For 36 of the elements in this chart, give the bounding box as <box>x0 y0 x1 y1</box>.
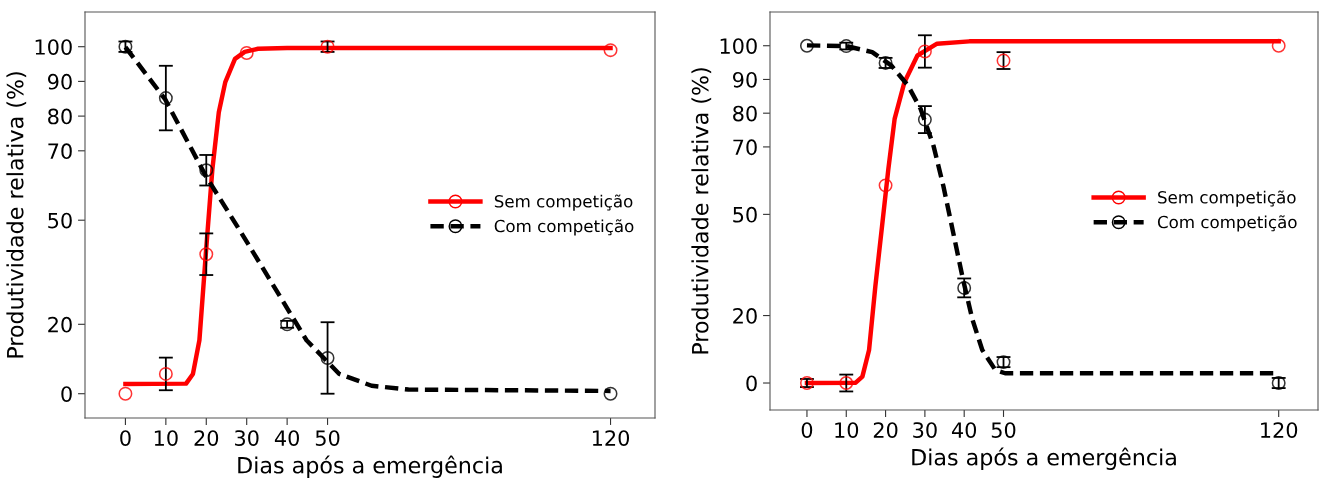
y-tick-label: 80 <box>48 108 72 125</box>
y-tick-label: 100 <box>35 39 72 55</box>
x-axis-title: Dias após a emergência <box>912 447 1176 470</box>
y-axis-title: Produtividade relativa (%) <box>691 68 712 354</box>
x-tick-label: 120 <box>592 430 630 446</box>
y-tick-label: 20 <box>733 308 757 324</box>
y-tick-label: 50 <box>733 206 757 223</box>
y-tick-label: 20 <box>48 316 72 333</box>
x-tick-label: 50 <box>315 430 340 446</box>
x-tick-label: 10 <box>835 422 859 438</box>
y-tick-label: 0 <box>746 375 757 392</box>
y-tick-label: 90 <box>48 73 72 90</box>
x-tick-label: 20 <box>194 430 219 446</box>
x-tick-label: 50 <box>991 422 1016 438</box>
legend-label: Com competição <box>1157 215 1297 232</box>
legend-label: Com competição <box>494 219 634 236</box>
x-tick-label: 40 <box>951 422 977 438</box>
x-tick-label: 0 <box>120 430 131 446</box>
legend-label: Sem competição <box>494 194 633 211</box>
y-tick-label: 50 <box>48 212 72 229</box>
y-tick-label: 70 <box>733 139 757 156</box>
x-tick-label: 0 <box>801 422 813 438</box>
x-tick-label: 30 <box>913 422 937 438</box>
legend-label: Sem competição <box>1158 190 1296 207</box>
x-axis-title: Dias após a emergência <box>238 455 502 478</box>
y-tick-label: 0 <box>61 386 72 402</box>
y-axis-title: Produtividade relativa (%) <box>6 72 27 358</box>
x-tick-label: 30 <box>235 430 259 446</box>
x-tick-label: 120 <box>1261 422 1298 438</box>
y-tick-label: 70 <box>48 143 72 160</box>
x-tick-label: 20 <box>873 422 898 438</box>
y-tick-label: 90 <box>733 71 757 88</box>
x-tick-label: 40 <box>274 430 299 446</box>
y-tick-label: 80 <box>733 105 757 122</box>
y-tick-label: 100 <box>720 38 757 54</box>
x-tick-label: 10 <box>154 430 178 446</box>
